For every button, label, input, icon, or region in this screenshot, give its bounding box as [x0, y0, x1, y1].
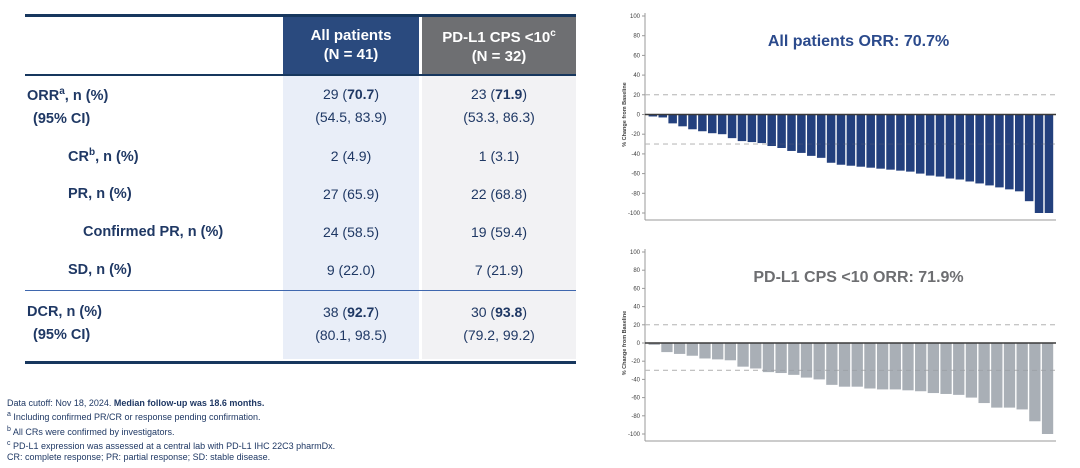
header-all-patients: All patients (N = 41) [283, 16, 419, 74]
cell-pr-pdl1: 22 (68.8) [422, 175, 576, 213]
table-bottom-rule [25, 361, 576, 364]
footnotes: Data cutoff: Nov 18, 2024. Median follow… [7, 398, 487, 463]
svg-text:80: 80 [633, 268, 640, 274]
svg-text:40: 40 [633, 73, 640, 79]
svg-text:60: 60 [633, 286, 640, 292]
footnote-b: b All CRs were confirmed by investigator… [7, 425, 175, 437]
header-spacer [25, 17, 280, 75]
table-section-divider [25, 290, 576, 292]
svg-text:All patients ORR: 70.7%: All patients ORR: 70.7% [768, 33, 949, 50]
header-all-patients-line1: All patients [310, 27, 392, 45]
footnote-data-cutoff: Data cutoff: Nov 18, 2024. Median follow… [7, 398, 265, 408]
row-label-orr-ci: (95% CI) [33, 110, 91, 127]
row-label-pr: PR, n (%) [68, 186, 132, 202]
footnote-a: a Including confirmed PR/CR or response … [7, 411, 261, 423]
header-pdl1-line2: (N = 32) [471, 48, 527, 66]
footnote-abbreviations: CR: complete response; PR: partial respo… [7, 452, 271, 463]
svg-text:% Change from Baseline: % Change from Baseline [622, 82, 628, 147]
cell-confirmed-pr-all: 24 (58.5) [283, 213, 419, 251]
svg-text:40: 40 [633, 305, 640, 311]
superscript-b: b [88, 147, 96, 159]
svg-text:20: 20 [633, 93, 640, 99]
table-top-rule [25, 14, 576, 17]
table-row-orr: ORRa, n (%) (95% CI) 29 (70.7) (54.5, 83… [25, 74, 576, 137]
table-row-cr: CRb, n (%) 2 (4.9) 1 (3.1) [25, 137, 576, 175]
svg-text:-100: -100 [628, 211, 641, 217]
svg-text:PD-L1 CPS <10 ORR: 71.9%: PD-L1 CPS <10 ORR: 71.9% [753, 269, 963, 286]
cell-dcr-all: 38 (92.7) (80.1, 98.5) [283, 288, 419, 359]
svg-text:-60: -60 [631, 396, 640, 402]
waterfall-chart-all-patients: 100 80 60 40 20 0 -20 -40 -60 -80 -100 All patients… [618, 4, 1070, 231]
row-label-dcr: DCR, n (%) (95% CI) [25, 289, 280, 359]
superscript-b: b [7, 425, 11, 433]
row-label-dcr-ci: (95% CI) [33, 326, 91, 343]
svg-text:60: 60 [633, 53, 640, 59]
svg-text:-60: -60 [631, 172, 640, 178]
svg-text:20: 20 [633, 323, 640, 329]
cell-cr-all: 2 (4.9) [283, 137, 419, 175]
svg-text:100: 100 [630, 14, 641, 20]
svg-text:-40: -40 [631, 152, 640, 158]
table-header-row: All patients (N = 41) PD-L1 CPS <10c (N … [25, 16, 576, 75]
header-pdl1: PD-L1 CPS <10c (N = 32) [422, 16, 576, 74]
superscript-c: c [550, 28, 556, 40]
table-header-rule [25, 74, 576, 76]
row-label-sd: SD, n (%) [68, 261, 132, 278]
svg-text:% Change from Baseline: % Change from Baseline [622, 311, 628, 376]
waterfall-chart-pdl1: 100 80 60 40 20 0 -20 -40 -60 -80 -100 PD-L1 CPS <1… [618, 240, 1070, 452]
svg-text:0: 0 [637, 341, 641, 347]
cell-confirmed-pr-pdl1: 19 (59.4) [422, 213, 576, 251]
response-table: All patients (N = 41) PD-L1 CPS <10c (N … [25, 14, 576, 364]
table-row-dcr: DCR, n (%) (95% CI) 38 (92.7) (80.1, 98.… [25, 288, 576, 359]
table-row-confirmed-pr: Confirmed PR, n (%) 24 (58.5) 19 (59.4) [25, 213, 576, 251]
svg-text:0: 0 [637, 113, 641, 119]
cell-cr-pdl1: 1 (3.1) [422, 137, 576, 175]
superscript-a: a [7, 411, 11, 419]
svg-text:-20: -20 [631, 132, 640, 138]
svg-text:-20: -20 [631, 359, 640, 365]
svg-text:-40: -40 [631, 377, 640, 383]
svg-text:80: 80 [633, 34, 640, 40]
superscript-a: a [59, 86, 65, 98]
svg-text:100: 100 [630, 250, 641, 256]
svg-text:-100: -100 [628, 432, 641, 438]
header-pdl1-line1: PD-L1 CPS <10c [442, 28, 556, 47]
row-label-orr: ORRa, n (%) (95% CI) [25, 74, 280, 137]
svg-text:-80: -80 [631, 191, 640, 197]
cell-sd-all: 9 (22.0) [283, 251, 419, 289]
cell-orr-all: 29 (70.7) (54.5, 83.9) [283, 74, 419, 137]
waterfall-svg-pdl1: 100 80 60 40 20 0 -20 -40 -60 -80 -100 PD-L1 CPS <1… [622, 249, 1056, 442]
row-label-confirmed-pr: Confirmed PR, n (%) [83, 224, 224, 240]
table-row-sd: SD, n (%) 9 (22.0) 7 (21.9) [25, 251, 576, 289]
header-all-patients-line2: (N = 41) [323, 46, 379, 64]
table-row-pr: PR, n (%) 27 (65.9) 22 (68.8) [25, 175, 576, 213]
cell-orr-pdl1: 23 (71.9) (53.3, 86.3) [422, 74, 576, 137]
superscript-c: c [7, 439, 11, 447]
cell-sd-pdl1: 7 (21.9) [422, 251, 576, 289]
row-label-cr: CRb, n (%) [68, 147, 139, 165]
svg-text:-80: -80 [631, 414, 640, 420]
cell-dcr-pdl1: 30 (93.8) (79.2, 99.2) [422, 288, 576, 359]
footnote-c: c PD-L1 expression was assessed at a cen… [7, 439, 336, 451]
waterfall-svg-all-patients: 100 80 60 40 20 0 -20 -40 -60 -80 -100 All patients… [622, 13, 1056, 221]
cell-pr-all: 27 (65.9) [283, 175, 419, 213]
